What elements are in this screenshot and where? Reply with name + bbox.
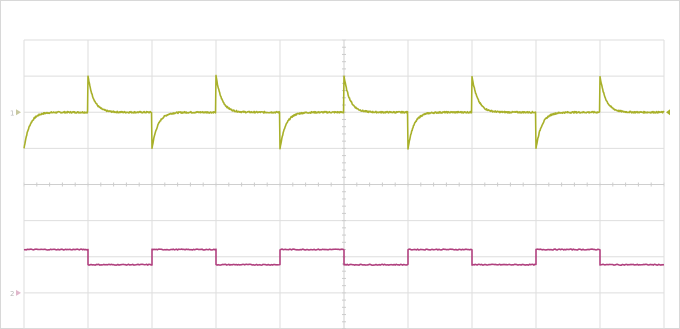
channel-1-marker-label: 1	[10, 109, 14, 117]
channel-2-marker	[16, 289, 21, 296]
traces	[23, 74, 665, 266]
channel-2-marker-label: 2	[10, 290, 14, 298]
channel-2-trace	[23, 248, 665, 266]
channel-1-marker	[16, 109, 21, 116]
trigger-level-marker	[666, 109, 670, 116]
channel-1-trace	[23, 74, 665, 150]
minor-ticks	[23, 39, 665, 329]
channel-markers: 12	[10, 109, 670, 298]
